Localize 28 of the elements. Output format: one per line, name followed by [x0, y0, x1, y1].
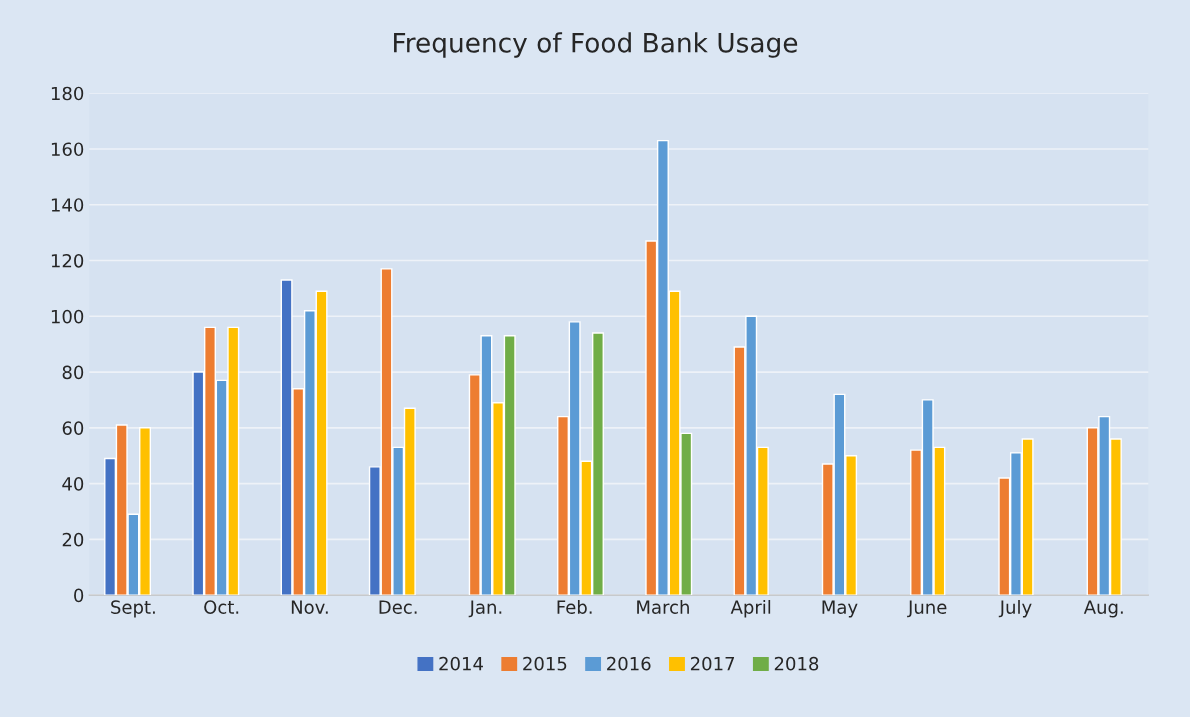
x-tick-label: March: [637, 599, 689, 614]
y-tick-label: 60: [62, 421, 84, 435]
y-tick-label: 40: [62, 477, 84, 491]
x-tick-label: Dec.: [379, 600, 417, 614]
x-tick-label: Sept.: [111, 600, 155, 618]
legend-label: 2018: [774, 656, 819, 671]
x-tick-label: Oct.: [204, 600, 239, 614]
x-tick-label: Nov.: [291, 600, 328, 614]
x-tick-label: June: [907, 600, 947, 618]
legend-label: 2016: [607, 656, 651, 671]
chart-title: Frequency of Food Bank Usage: [394, 32, 798, 58]
legend-label: 2017: [690, 656, 735, 671]
y-tick-label: 20: [62, 532, 84, 547]
y-tick-label: 120: [51, 253, 84, 268]
x-tick-label: Feb.: [557, 599, 592, 614]
y-tick-label: 80: [62, 365, 84, 380]
y-tick-label: 160: [51, 142, 84, 157]
x-tick-label: April: [730, 599, 771, 618]
y-tick-label: 100: [51, 309, 84, 324]
y-tick-label: 140: [51, 198, 84, 212]
x-tick-label: July: [998, 599, 1032, 618]
legend-label: 2015: [523, 656, 567, 671]
y-tick-label: 0: [74, 588, 84, 603]
y-tick-label: 180: [51, 86, 84, 101]
x-tick-label: May: [822, 600, 858, 618]
legend-label: 2014: [439, 656, 483, 671]
x-tick-label: Aug.: [1083, 600, 1123, 618]
x-tick-label: Jan.: [468, 600, 502, 618]
